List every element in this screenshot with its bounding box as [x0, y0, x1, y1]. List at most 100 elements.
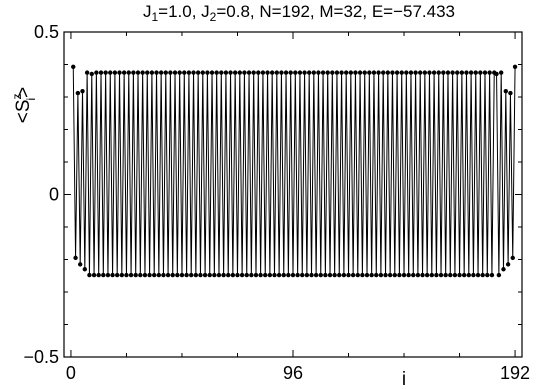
data-point [302, 70, 307, 75]
data-point [334, 70, 340, 75]
data-point [191, 70, 196, 75]
data-point [429, 272, 434, 278]
data-point [320, 70, 326, 75]
data-point [461, 272, 467, 278]
data-point [223, 70, 229, 75]
y-tick-label: 0 [49, 185, 59, 205]
data-point [478, 70, 483, 75]
data-point [408, 70, 414, 75]
data-point [152, 272, 157, 278]
data-point [186, 70, 192, 75]
data-point [341, 272, 347, 278]
data-point [138, 272, 143, 278]
data-point [237, 70, 242, 75]
data-point [441, 70, 446, 75]
data-point [195, 70, 201, 75]
data-point [295, 272, 300, 278]
data-point [355, 272, 360, 278]
data-point [436, 70, 441, 75]
data-point [216, 272, 222, 278]
data-point [232, 70, 238, 75]
data-point [418, 70, 423, 75]
data-point [242, 70, 247, 75]
data-point [397, 272, 402, 278]
data-point [235, 272, 240, 278]
data-point [221, 272, 226, 278]
data-point [283, 70, 289, 75]
data-point [193, 272, 199, 278]
data-point [346, 272, 351, 278]
data-point [399, 70, 404, 75]
data-point [91, 272, 97, 278]
data-point [260, 70, 266, 75]
data-point [464, 70, 469, 75]
plot-frame [63, 31, 523, 358]
data-point [411, 272, 416, 278]
data-point [503, 88, 509, 94]
data-point [512, 64, 518, 69]
data-point [325, 70, 330, 75]
data-point [387, 272, 393, 278]
data-point [288, 70, 293, 75]
data-point [170, 272, 175, 278]
y-tick-label: −0.5 [23, 347, 59, 367]
data-point [489, 272, 495, 278]
data-point [265, 70, 270, 75]
data-point [367, 70, 372, 75]
data-point [94, 70, 99, 75]
data-point [71, 64, 76, 69]
data-point [177, 70, 182, 75]
data-point [344, 70, 349, 75]
data-point [311, 70, 317, 75]
series-line [72, 66, 516, 276]
data-point [131, 70, 136, 75]
data-point [443, 272, 448, 278]
data-point [77, 262, 83, 267]
data-point [394, 70, 400, 75]
data-point [110, 272, 115, 278]
data-point [274, 70, 280, 75]
data-point [272, 272, 277, 278]
data-point [212, 272, 217, 278]
data-point [293, 70, 298, 75]
data-point [154, 70, 159, 75]
y-tick-label: 0.5 [34, 22, 59, 42]
data-point [165, 272, 171, 278]
data-point [339, 70, 344, 75]
data-point [108, 70, 113, 75]
data-point [381, 70, 386, 75]
data-point [251, 70, 256, 75]
data-point [510, 255, 515, 261]
data-point [142, 272, 148, 278]
data-point [313, 272, 319, 278]
data-point [80, 88, 85, 94]
data-point [485, 272, 490, 278]
data-point [246, 70, 252, 75]
data-point [438, 272, 444, 278]
data-point [413, 70, 418, 75]
data-point [244, 272, 249, 278]
data-point [87, 272, 92, 278]
data-point [480, 272, 485, 278]
data-point [348, 70, 354, 75]
x-tick-label: 0 [66, 363, 76, 383]
data-point [505, 262, 511, 267]
data-point [487, 70, 492, 75]
data-point [401, 272, 407, 278]
data-point [392, 272, 397, 278]
data-point [105, 272, 111, 278]
data-point [306, 70, 312, 75]
data-point [156, 272, 162, 278]
data-point [168, 70, 173, 75]
data-point [390, 70, 395, 75]
data-point [226, 272, 231, 278]
data-point [457, 272, 462, 278]
data-point [350, 272, 356, 278]
series-points [71, 64, 518, 278]
data-point [376, 70, 381, 75]
data-point [431, 70, 437, 75]
data-point [496, 272, 502, 278]
data-point [189, 272, 194, 278]
data-point [290, 272, 296, 278]
